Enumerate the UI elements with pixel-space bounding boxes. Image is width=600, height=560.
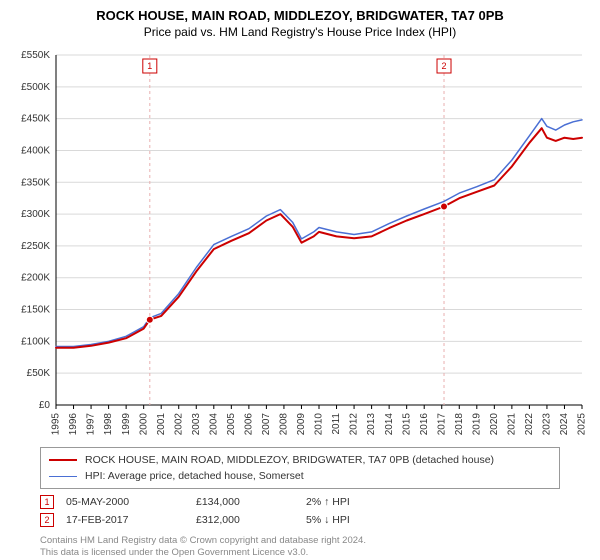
legend-label: HPI: Average price, detached house, Some…: [85, 470, 304, 482]
legend: ROCK HOUSE, MAIN ROAD, MIDDLEZOY, BRIDGW…: [40, 447, 560, 489]
svg-text:£400K: £400K: [21, 145, 50, 156]
svg-text:2014: 2014: [384, 413, 395, 436]
svg-text:2010: 2010: [314, 413, 325, 436]
svg-text:2023: 2023: [542, 413, 553, 436]
legend-item: HPI: Average price, detached house, Some…: [49, 468, 551, 484]
svg-text:2: 2: [442, 61, 447, 71]
svg-text:£250K: £250K: [21, 241, 50, 252]
svg-text:£50K: £50K: [27, 368, 51, 379]
svg-text:2011: 2011: [331, 413, 342, 435]
svg-text:£100K: £100K: [21, 336, 50, 347]
chart-area: £0 £50K £100K £150K £200K £250K £300K £350K £400…: [14, 49, 586, 439]
svg-text:2017: 2017: [436, 413, 447, 436]
marker-price: £312,000: [196, 514, 306, 526]
marker-date: 05-MAY-2000: [66, 496, 196, 508]
marker-badge: 2: [40, 513, 54, 527]
sale-marker-row: 2 17-FEB-2017£312,0005% ↓ HPI: [40, 511, 560, 529]
footer-line1: Contains HM Land Registry data © Crown c…: [40, 535, 560, 547]
svg-text:1996: 1996: [68, 413, 79, 436]
svg-text:2005: 2005: [226, 413, 237, 436]
marker-delta: 2% ↑ HPI: [306, 496, 350, 508]
marker-badge: 1: [40, 495, 54, 509]
svg-text:2006: 2006: [244, 413, 255, 436]
svg-text:1: 1: [147, 61, 152, 71]
svg-text:1999: 1999: [121, 413, 132, 436]
svg-text:£150K: £150K: [21, 305, 50, 316]
svg-text:2013: 2013: [366, 413, 377, 436]
svg-text:£450K: £450K: [21, 114, 50, 125]
svg-text:2019: 2019: [471, 413, 482, 436]
svg-text:2002: 2002: [173, 413, 184, 436]
svg-text:2007: 2007: [261, 413, 272, 436]
svg-text:2003: 2003: [191, 413, 202, 436]
svg-text:2012: 2012: [349, 413, 360, 436]
chart-subtitle: Price paid vs. HM Land Registry's House …: [0, 25, 600, 39]
svg-text:2021: 2021: [507, 413, 518, 436]
sale-markers-list: 1 05-MAY-2000£134,0002% ↑ HPI 2 17-FEB-2017…: [40, 493, 560, 529]
marker-delta: 5% ↓ HPI: [306, 514, 350, 526]
svg-text:1998: 1998: [103, 413, 114, 436]
svg-text:1995: 1995: [51, 413, 62, 436]
svg-text:2025: 2025: [577, 413, 586, 436]
legend-item: ROCK HOUSE, MAIN ROAD, MIDDLEZOY, BRIDGW…: [49, 452, 551, 468]
svg-text:2004: 2004: [208, 413, 219, 436]
svg-text:£500K: £500K: [21, 82, 50, 93]
svg-text:£350K: £350K: [21, 177, 50, 188]
svg-text:2020: 2020: [489, 413, 500, 436]
svg-text:2016: 2016: [419, 413, 430, 436]
chart-title-block: ROCK HOUSE, MAIN ROAD, MIDDLEZOY, BRIDGW…: [0, 0, 600, 43]
svg-text:2015: 2015: [401, 413, 412, 436]
svg-text:2018: 2018: [454, 413, 465, 436]
legend-label: ROCK HOUSE, MAIN ROAD, MIDDLEZOY, BRIDGW…: [85, 454, 494, 466]
svg-text:2008: 2008: [279, 413, 290, 436]
marker-date: 17-FEB-2017: [66, 514, 196, 526]
legend-swatch: [49, 459, 77, 461]
chart-title: ROCK HOUSE, MAIN ROAD, MIDDLEZOY, BRIDGW…: [0, 8, 600, 23]
svg-text:£550K: £550K: [21, 50, 50, 61]
line-chart: £0 £50K £100K £150K £200K £250K £300K £350K £400…: [14, 49, 586, 439]
footer: Contains HM Land Registry data © Crown c…: [40, 535, 560, 560]
svg-text:£200K: £200K: [21, 273, 50, 284]
svg-text:2022: 2022: [524, 413, 535, 436]
svg-text:2009: 2009: [296, 413, 307, 436]
svg-text:2000: 2000: [138, 413, 149, 436]
svg-text:1997: 1997: [86, 413, 97, 436]
svg-text:2001: 2001: [156, 413, 167, 436]
svg-text:£0: £0: [39, 400, 51, 411]
sale-marker-row: 1 05-MAY-2000£134,0002% ↑ HPI: [40, 493, 560, 511]
marker-price: £134,000: [196, 496, 306, 508]
legend-swatch: [49, 476, 77, 477]
footer-line2: This data is licensed under the Open Gov…: [40, 547, 560, 559]
svg-text:2024: 2024: [559, 413, 570, 436]
svg-text:£300K: £300K: [21, 209, 50, 220]
